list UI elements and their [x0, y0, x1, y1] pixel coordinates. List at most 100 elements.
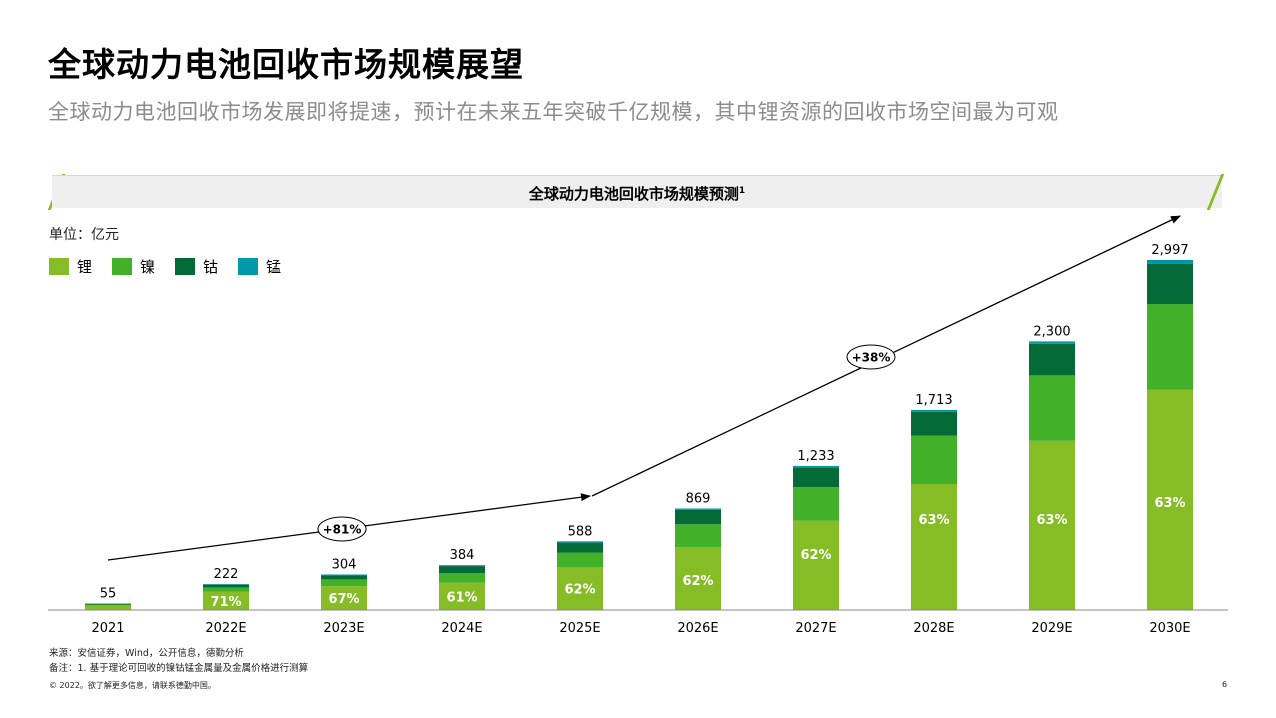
- legend-label-lithium: 锂: [77, 258, 93, 276]
- remark-note: 备注：1. 基于理论可回收的镍钴锰金属量及金属价格进行测算: [49, 663, 309, 674]
- legend-swatch-lithium: [49, 258, 69, 275]
- bar-manganese: [203, 584, 249, 585]
- bar-lithium: [321, 586, 367, 610]
- bar-cobalt: [911, 411, 957, 436]
- legend-swatch-cobalt: [175, 258, 196, 275]
- x-tick-label: 2023E: [323, 621, 364, 636]
- growth-arrow-2: [591, 215, 1181, 497]
- cagr-label: +38%: [852, 351, 891, 365]
- bar-manganese: [85, 603, 131, 605]
- legend-item-manganese: 锰: [238, 256, 281, 277]
- legend-item-lithium: 锂: [49, 256, 92, 277]
- x-tick-label: 2021: [91, 621, 124, 636]
- bar-nickel: [85, 604, 131, 606]
- bar-lithium: [793, 520, 839, 610]
- lithium-share-label: 71%: [210, 595, 241, 610]
- page-subtitle: 全球动力电池回收市场发展即将提速，预计在未来五年突破千亿规模，其中锂资源的回收市…: [48, 100, 1059, 124]
- total-label: 304: [332, 557, 357, 572]
- bar-cobalt: [793, 467, 839, 488]
- footnotes: 来源：安信证券，Wind，公开信息，德勤分析 备注：1. 基于理论可回收的镍钴锰…: [49, 646, 308, 676]
- legend-label-manganese: 锰: [266, 258, 282, 276]
- bar-cobalt: [1029, 343, 1075, 376]
- bar-manganese: [1029, 341, 1075, 344]
- bar-cobalt: [557, 542, 603, 553]
- bar-cobalt: [85, 603, 131, 605]
- bar-manganese: [911, 409, 957, 412]
- bar-lithium: [1029, 440, 1075, 610]
- source-note: 来源：安信证券，Wind，公开信息，德勤分析: [49, 648, 244, 659]
- bar-lithium: [557, 567, 603, 610]
- chart-title: 全球动力电池回收市场规模预测1: [52, 183, 1222, 204]
- bar-cobalt: [1147, 263, 1193, 305]
- lithium-share-label: 63%: [1036, 513, 1067, 528]
- bar-nickel: [1029, 375, 1075, 441]
- bar-lithium: [911, 483, 957, 610]
- total-label: 2,997: [1151, 243, 1188, 258]
- cagr-badge-2: [846, 344, 896, 370]
- bar-manganese: [793, 466, 839, 468]
- bar-nickel: [321, 579, 367, 587]
- bar-manganese: [439, 565, 485, 567]
- total-label: 588: [568, 524, 593, 539]
- bar-nickel: [1147, 304, 1193, 390]
- x-tick-label: 2028E: [913, 621, 954, 636]
- bar-cobalt: [203, 584, 249, 588]
- bar-manganese: [675, 508, 721, 510]
- total-label: 869: [686, 492, 711, 507]
- bar-cobalt: [675, 509, 721, 525]
- x-tick-label: 2026E: [677, 621, 718, 636]
- total-label: 222: [214, 567, 239, 582]
- total-label: 1,233: [797, 449, 834, 464]
- x-tick-label: 2022E: [205, 621, 246, 636]
- cagr-badge-1: [317, 516, 367, 542]
- bar-lithium: [439, 582, 485, 610]
- bar-lithium: [85, 605, 131, 610]
- chart-title-text: 全球动力电池回收市场规模预测: [528, 185, 739, 203]
- x-tick-label: 2024E: [441, 621, 482, 636]
- chart-header-bar: 全球动力电池回收市场规模预测1: [52, 175, 1222, 208]
- x-tick-label: 2027E: [795, 621, 836, 636]
- legend-item-cobalt: 钴: [175, 256, 218, 277]
- copyright: © 2022。欲了解更多信息，请联系德勤中国。: [49, 681, 216, 690]
- total-label: 1,713: [915, 393, 952, 408]
- bar-cobalt: [321, 575, 367, 580]
- lithium-share-label: 63%: [918, 513, 949, 528]
- bar-nickel: [557, 552, 603, 568]
- lithium-share-label: 62%: [564, 583, 595, 598]
- cagr-label: +81%: [323, 523, 362, 537]
- total-label: 2,300: [1033, 324, 1070, 339]
- lithium-share-label: 67%: [328, 592, 359, 607]
- bar-manganese: [321, 574, 367, 576]
- bar-nickel: [793, 487, 839, 521]
- bar-nickel: [675, 524, 721, 548]
- page-title: 全球动力电池回收市场规模展望: [48, 45, 524, 84]
- x-tick-label: 2030E: [1149, 621, 1190, 636]
- total-label: 384: [450, 548, 475, 563]
- unit-label: 单位：亿元: [49, 227, 119, 243]
- bar-nickel: [911, 435, 957, 484]
- bar-manganese: [557, 541, 603, 543]
- total-label: 55: [100, 587, 117, 602]
- lithium-share-label: 61%: [446, 590, 477, 605]
- bar-manganese: [1147, 260, 1193, 264]
- lithium-share-label: 62%: [800, 548, 831, 563]
- bar-lithium: [1147, 389, 1193, 610]
- x-tick-label: 2029E: [1031, 621, 1072, 636]
- growth-arrow-1: [107, 493, 591, 561]
- lithium-share-label: 62%: [682, 574, 713, 589]
- bar-nickel: [439, 572, 485, 583]
- chart-legend: 锂 镍 钴 锰: [49, 256, 301, 277]
- chart-title-footnote-mark: 1: [738, 186, 746, 196]
- bar-lithium: [203, 591, 249, 610]
- bar-lithium: [675, 547, 721, 610]
- bar-cobalt: [439, 566, 485, 573]
- legend-label-nickel: 镍: [140, 258, 156, 276]
- legend-item-nickel: 镍: [112, 256, 155, 277]
- bar-nickel: [203, 587, 249, 592]
- legend-label-cobalt: 钴: [203, 258, 219, 276]
- legend-swatch-nickel: [112, 258, 133, 275]
- page-number: 6: [1222, 680, 1228, 689]
- legend-swatch-manganese: [238, 258, 259, 275]
- lithium-share-label: 63%: [1154, 496, 1185, 511]
- x-tick-label: 2025E: [559, 621, 600, 636]
